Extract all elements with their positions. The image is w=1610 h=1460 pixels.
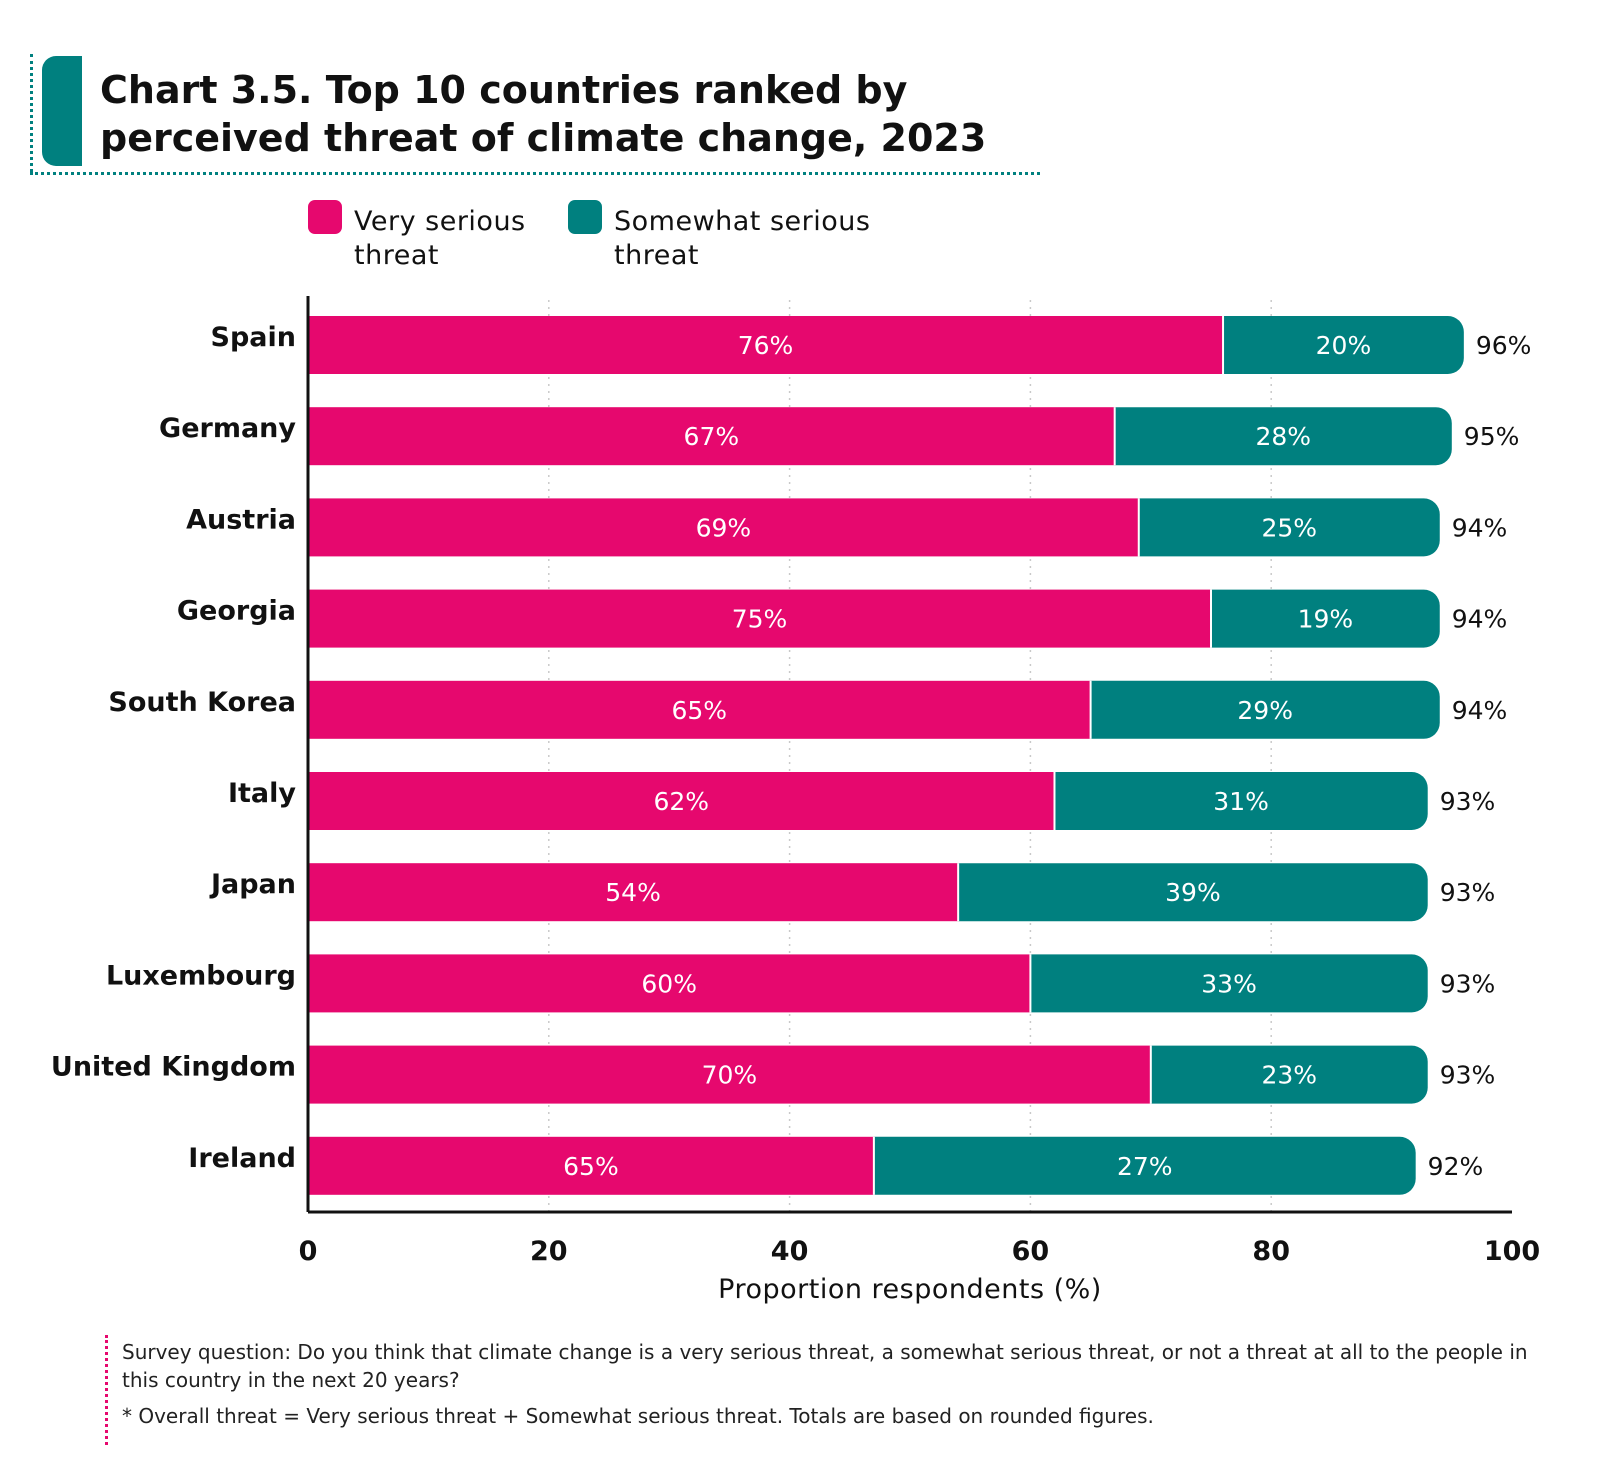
data-label-georgia-very-serious-threat: 75% [732,605,788,634]
bar-south-korea-very-serious-threat [308,680,1091,739]
bar-ireland-somewhat-serious-threat [873,1136,1416,1195]
title-accent-tab [42,56,82,166]
data-label-italy-somewhat-serious-threat: 31% [1213,787,1269,816]
x-tick-labels: 0 20 40 60 80 100 [299,1236,1541,1267]
title-dotted-underline [30,172,1040,175]
total-label-georgia: 94% [1452,605,1508,634]
data-label-luxembourg-very-serious-threat: 60% [641,969,697,998]
bars: 76% 20% 96% 67% 28% 95% 69% 25% 94% 75% 19% 94% 65% 2… [308,316,1531,1195]
bar-germany-very-serious-threat [308,407,1115,466]
total-label-japan: 93% [1440,878,1496,907]
data-label-luxembourg-somewhat-serious-threat: 33% [1201,969,1257,998]
legend: Very serious threat Somewhat serious threat [308,200,870,271]
data-label-united-kingdom-somewhat-serious-threat: 23% [1261,1061,1317,1090]
bar-germany-somewhat-serious-threat [1114,407,1452,466]
data-label-italy-very-serious-threat: 62% [653,787,709,816]
data-label-georgia-somewhat-serious-threat: 19% [1298,605,1354,634]
axes [306,296,1512,1214]
total-label-germany: 95% [1464,422,1520,451]
overall-threat-note: * Overall threat = Very serious threat +… [122,1404,1154,1428]
data-label-japan-very-serious-threat: 54% [605,878,661,907]
category-label-germany: Germany [159,413,296,444]
legend-swatch-very-serious-threat [308,200,342,234]
category-label-japan: Japan [209,869,296,900]
data-label-ireland-somewhat-serious-threat: 27% [1117,1152,1173,1181]
x-axis-label: Proportion respondents (%) [718,1274,1102,1305]
x-tick-20: 20 [530,1236,568,1267]
bar-united-kingdom-somewhat-serious-threat [1150,1045,1428,1104]
data-label-spain-somewhat-serious-threat: 20% [1316,331,1372,360]
data-label-austria-somewhat-serious-threat: 25% [1261,513,1317,542]
category-label-south-korea: South Korea [108,687,296,718]
legend-label-very-serious-threat: Very serious threat [354,206,526,271]
category-label-luxembourg: Luxembourg [106,960,296,991]
data-label-south-korea-very-serious-threat: 65% [672,696,728,725]
bar-south-korea-somewhat-serious-threat [1090,680,1440,739]
title-block: Chart 3.5. Top 10 countries ranked by pe… [30,54,1040,180]
data-label-united-kingdom-very-serious-threat: 70% [702,1061,758,1090]
total-label-italy: 93% [1440,787,1496,816]
x-tick-0: 0 [299,1236,318,1267]
gridlines [548,300,1272,1212]
category-label-austria: Austria [186,504,296,535]
stacked-bar-chart: Very serious threat Somewhat serious threat… [51,200,1541,1305]
x-tick-80: 80 [1252,1236,1290,1267]
total-label-spain: 96% [1476,331,1532,360]
notes-dotted-border [105,1335,108,1445]
category-labels: Spain Germany Austria Georgia South Korea Ita… [51,322,296,1174]
category-label-united-kingdom: United Kingdom [51,1052,296,1083]
data-label-south-korea-somewhat-serious-threat: 29% [1237,696,1293,725]
bar-luxembourg-somewhat-serious-threat [1030,954,1428,1013]
x-tick-40: 40 [771,1236,809,1267]
data-label-ireland-very-serious-threat: 65% [563,1152,619,1181]
total-label-luxembourg: 93% [1440,969,1496,998]
data-label-germany-somewhat-serious-threat: 28% [1255,422,1311,451]
data-label-spain-very-serious-threat: 76% [738,331,794,360]
category-label-spain: Spain [211,322,296,353]
notes: Survey question: Do you think that clima… [105,1335,1548,1445]
category-label-georgia: Georgia [177,596,296,627]
bar-italy-very-serious-threat [308,772,1055,830]
category-label-italy: Italy [228,778,296,809]
title-dotted-border [30,54,33,172]
bar-austria-somewhat-serious-threat [1138,498,1440,557]
bar-japan-somewhat-serious-threat [958,863,1428,922]
total-label-ireland: 92% [1428,1152,1484,1181]
legend-swatch-somewhat-serious-threat [568,200,602,234]
total-label-united-kingdom: 93% [1440,1061,1496,1090]
x-tick-100: 100 [1484,1236,1540,1267]
bar-united-kingdom-very-serious-threat [308,1045,1151,1104]
survey-question-note: Survey question: Do you think that clima… [122,1340,1528,1392]
bar-ireland-very-serious-threat [308,1136,874,1195]
data-label-japan-somewhat-serious-threat: 39% [1165,878,1221,907]
bar-austria-very-serious-threat [308,498,1139,557]
total-label-south-korea: 94% [1452,696,1508,725]
category-label-ireland: Ireland [188,1143,296,1174]
bar-luxembourg-very-serious-threat [308,954,1031,1013]
legend-label-somewhat-serious-threat: Somewhat serious threat [614,206,870,271]
bar-japan-very-serious-threat [308,863,959,922]
data-label-germany-very-serious-threat: 67% [684,422,740,451]
bar-georgia-somewhat-serious-threat [1211,589,1440,648]
data-label-austria-very-serious-threat: 69% [696,513,752,542]
x-tick-60: 60 [1012,1236,1050,1267]
bar-georgia-very-serious-threat [308,589,1211,648]
chart-title: Chart 3.5. Top 10 countries ranked by pe… [100,68,987,160]
bar-spain-very-serious-threat [308,316,1224,374]
bar-spain-somewhat-serious-threat [1223,316,1464,374]
bar-italy-somewhat-serious-threat [1054,772,1428,830]
total-label-austria: 94% [1452,513,1508,542]
